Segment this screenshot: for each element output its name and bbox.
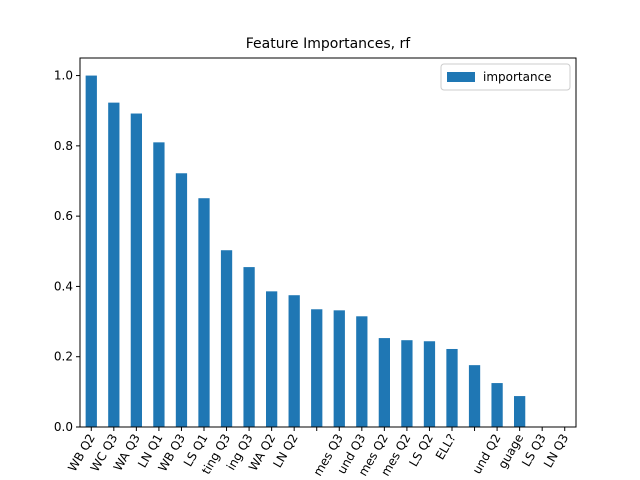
chart-title: Feature Importances, rf — [246, 36, 412, 52]
y-tick-label: 0.6 — [54, 209, 73, 223]
bar — [266, 291, 278, 427]
legend-label: importance — [483, 70, 552, 84]
bar — [85, 75, 97, 428]
y-tick-label: 0.8 — [54, 139, 73, 153]
bar — [333, 310, 345, 427]
axes-frame — [79, 57, 577, 428]
bar — [288, 295, 300, 427]
bar — [220, 250, 233, 427]
legend-swatch — [447, 72, 475, 82]
y-tick-label: 1.0 — [54, 69, 73, 83]
bar — [198, 198, 210, 427]
bar — [243, 267, 255, 427]
y-tick-label: 0.0 — [54, 420, 73, 434]
bar — [401, 340, 413, 427]
legend-box — [440, 63, 571, 91]
bar — [423, 341, 436, 427]
y-tick-label: 0.4 — [54, 279, 73, 293]
bar — [356, 316, 368, 427]
bar — [446, 348, 458, 427]
bar — [311, 309, 323, 427]
bar — [514, 396, 526, 427]
bar — [108, 102, 120, 427]
bar — [153, 142, 165, 428]
bar — [468, 365, 481, 427]
bar — [175, 173, 188, 427]
bar — [491, 383, 503, 427]
y-tick-label: 0.2 — [54, 350, 73, 364]
bar — [130, 113, 142, 428]
bar — [378, 338, 390, 427]
